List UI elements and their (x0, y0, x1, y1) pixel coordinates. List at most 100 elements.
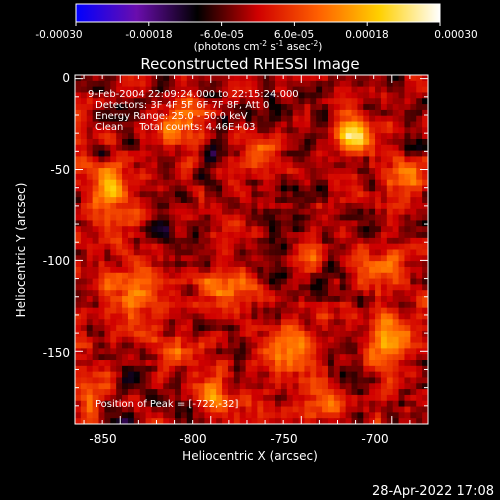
heatmap-cell (75, 290, 82, 297)
heatmap-cell (180, 214, 188, 221)
heatmap-cell (204, 354, 211, 361)
heatmap-cell (263, 144, 270, 152)
heatmap-cell (404, 365, 411, 373)
heatmap-cell (280, 191, 288, 198)
heatmap-cell (233, 168, 241, 175)
heatmap-cell (339, 371, 347, 378)
heatmap-cell (122, 290, 129, 297)
heatmap-cell (169, 133, 176, 140)
heatmap-cell (263, 185, 270, 192)
heatmap-cell (233, 150, 241, 157)
heatmap-cell (216, 394, 223, 402)
heatmap-cell (163, 115, 170, 122)
heatmap-cell (310, 127, 317, 134)
heatmap-cell (263, 400, 270, 407)
heatmap-cell (363, 272, 370, 279)
heatmap-cell (210, 237, 217, 245)
heatmap-cell (398, 400, 405, 407)
heatmap-cell (192, 80, 199, 88)
heatmap-cell (398, 86, 405, 93)
heatmap-cell (386, 98, 394, 105)
heatmap-cell (369, 365, 376, 373)
heatmap-cell (222, 383, 229, 390)
heatmap-cell (139, 389, 146, 396)
heatmap-cell (310, 202, 317, 210)
heatmap-cell (122, 284, 129, 291)
heatmap-cell (422, 383, 429, 390)
heatmap-cell (363, 121, 370, 128)
heatmap-cell (92, 290, 99, 297)
heatmap-cell (122, 301, 129, 309)
heatmap-cell (422, 92, 429, 99)
heatmap-cell (363, 150, 370, 157)
heatmap-cell (127, 249, 135, 256)
heatmap-cell (86, 75, 94, 82)
heatmap-cell (216, 191, 223, 198)
heatmap-cell (116, 80, 123, 88)
heatmap-cell (151, 400, 158, 407)
heatmap-cell (163, 202, 170, 210)
heatmap-cell (316, 162, 323, 169)
heatmap-cell (227, 319, 235, 326)
heatmap-cell (186, 173, 194, 181)
heatmap-cell (210, 104, 217, 111)
heatmap-cell (275, 354, 282, 361)
heatmap-cell (239, 278, 247, 285)
heatmap-cell (375, 173, 382, 181)
heatmap-cell (80, 138, 88, 146)
heatmap-cell (169, 162, 176, 169)
heatmap-cell (80, 255, 88, 262)
heatmap-cell (263, 330, 270, 338)
heatmap-cell (257, 255, 264, 262)
heatmap-cell (275, 80, 282, 88)
heatmap-cell (310, 296, 317, 303)
heatmap-cell (192, 371, 199, 378)
heatmap-cell (257, 296, 264, 303)
heatmap-cell (422, 400, 429, 407)
heatmap-cell (80, 278, 88, 285)
heatmap-cell (375, 80, 382, 88)
heatmap-cell (380, 412, 388, 419)
heatmap-cell (369, 144, 376, 152)
heatmap-cell (122, 371, 129, 378)
heatmap-cell (310, 418, 317, 425)
heatmap-cell (292, 365, 299, 373)
heatmap-cell (275, 278, 282, 285)
heatmap-cell (80, 197, 88, 204)
heatmap-cell (145, 243, 152, 250)
heatmap-cell (339, 261, 347, 268)
heatmap-cell (286, 86, 294, 93)
heatmap-cell (239, 133, 247, 140)
heatmap-cell (422, 156, 429, 163)
heatmap-cell (157, 296, 164, 303)
heatmap-cell (410, 237, 417, 245)
heatmap-cell (363, 115, 370, 122)
heatmap-cell (216, 371, 223, 378)
heatmap-cell (169, 284, 176, 291)
heatmap-cell (157, 336, 164, 343)
heatmap-cell (157, 133, 164, 140)
heatmap-cell (392, 342, 399, 349)
heatmap-cell (392, 377, 399, 384)
heatmap-cell (351, 354, 358, 361)
heatmap-cell (251, 208, 258, 215)
heatmap-cell (322, 92, 329, 99)
heatmap-cell (345, 115, 352, 122)
heatmap-cell (275, 173, 282, 181)
heatmap-cell (263, 418, 270, 425)
heatmap-cell (386, 75, 394, 82)
heatmap-cell (310, 406, 317, 413)
heatmap-cell (98, 412, 105, 419)
heatmap-cell (222, 144, 229, 152)
heatmap-cell (186, 354, 194, 361)
heatmap-cell (339, 249, 347, 256)
heatmap-cell (222, 301, 229, 309)
heatmap-cell (280, 150, 288, 157)
heatmap-cell (163, 214, 170, 221)
heatmap-cell (239, 202, 247, 210)
heatmap-cell (327, 336, 335, 343)
heatmap-cell (180, 98, 188, 105)
heatmap-cell (351, 144, 358, 152)
heatmap-cell (110, 168, 117, 175)
heatmap-cell (404, 272, 411, 279)
